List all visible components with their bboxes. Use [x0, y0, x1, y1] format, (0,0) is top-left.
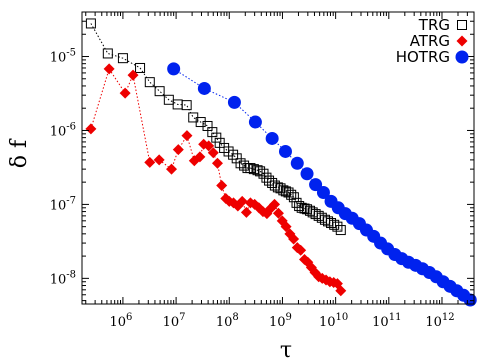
- point-trg-0: [85, 18, 96, 29]
- point-atrg-0: [85, 123, 97, 135]
- point-atrg-7: [172, 144, 184, 156]
- point-trg-22: [245, 163, 256, 174]
- x-tick-label-0: 106: [109, 312, 132, 330]
- point-atrg-2: [119, 87, 131, 99]
- point-hotrg-6: [290, 156, 304, 170]
- point-atrg-20: [236, 195, 248, 207]
- y-tick-label-1: 10-7: [50, 195, 76, 213]
- point-hotrg-0: [167, 62, 181, 76]
- point-atrg-3: [127, 69, 139, 81]
- point-trg-36: [286, 189, 297, 200]
- point-trg-1: [102, 48, 113, 59]
- y-tick-label-2: 10-6: [50, 121, 76, 139]
- legend-label-trg: TRG: [418, 16, 450, 34]
- point-atrg-6: [166, 163, 178, 175]
- point-atrg-8: [181, 130, 193, 142]
- point-hotrg-2: [227, 95, 241, 109]
- x-tick-label-5: 1011: [372, 312, 401, 330]
- series-line-trg: [90, 23, 342, 231]
- legend-marker-trg: [457, 20, 467, 30]
- x-tick-label-4: 1010: [319, 312, 348, 330]
- point-trg-23: [248, 164, 259, 175]
- point-trg-37: [288, 192, 299, 203]
- point-trg-3: [135, 62, 146, 73]
- x-tick-label-2: 108: [216, 312, 239, 330]
- legend-marker-atrg: [456, 35, 468, 47]
- point-atrg-28: [269, 198, 281, 210]
- point-trg-20: [239, 160, 250, 171]
- legend-label-hotrg: HOTRG: [396, 48, 450, 66]
- point-atrg-35: [295, 244, 307, 256]
- point-trg-44: [307, 207, 318, 218]
- point-trg-46: [313, 210, 324, 221]
- point-trg-51: [329, 219, 340, 230]
- point-trg-52: [332, 221, 343, 232]
- point-atrg-5: [153, 154, 165, 166]
- point-trg-24: [252, 165, 263, 176]
- point-atrg-10: [194, 151, 206, 163]
- point-atrg-29: [272, 207, 284, 219]
- point-atrg-33: [288, 233, 300, 245]
- point-trg-17: [228, 149, 239, 160]
- legend-label-atrg: ATRG: [410, 32, 450, 50]
- x-tick-label-1: 107: [163, 312, 186, 330]
- x-axis-label: τ: [280, 338, 292, 362]
- series-trg: [85, 18, 346, 236]
- point-trg-8: [181, 100, 192, 111]
- plot-frame: [81, 11, 475, 305]
- ticks-layer: 106 107 108 109 1010 1011 1012 10-8 10-7 10-6 10-5: [50, 11, 475, 330]
- point-trg-10: [195, 117, 206, 128]
- point-atrg-46: [335, 285, 347, 297]
- series-layer: [85, 18, 477, 307]
- point-trg-39: [294, 201, 305, 212]
- point-trg-47: [316, 212, 327, 223]
- point-trg-12: [207, 127, 218, 138]
- point-hotrg-3: [248, 115, 262, 129]
- x-tick-label-3: 109: [269, 312, 292, 330]
- y-axis-label: δ f: [7, 138, 32, 168]
- point-trg-50: [326, 218, 337, 229]
- point-trg-49: [323, 216, 334, 227]
- point-trg-5: [154, 86, 165, 97]
- x-tick-label-6: 1012: [425, 312, 454, 330]
- point-trg-41: [299, 203, 310, 214]
- point-hotrg-5: [278, 144, 292, 158]
- point-trg-53: [335, 225, 346, 236]
- point-trg-48: [319, 214, 330, 225]
- point-hotrg-7: [300, 167, 314, 181]
- y-tick-label-3: 10-5: [50, 48, 76, 66]
- point-hotrg-4: [265, 131, 279, 145]
- point-hotrg-30: [463, 293, 477, 307]
- point-trg-26: [258, 168, 269, 179]
- y-tick-label-0: 10-8: [50, 269, 76, 287]
- point-trg-45: [310, 209, 321, 220]
- point-trg-27: [261, 172, 272, 183]
- point-atrg-13: [207, 147, 219, 159]
- point-atrg-4: [144, 156, 156, 168]
- point-trg-34: [280, 186, 291, 197]
- point-trg-43: [305, 205, 316, 216]
- legend-marker-hotrg: [455, 50, 469, 64]
- point-atrg-1: [103, 63, 115, 75]
- point-trg-2: [117, 53, 128, 64]
- point-trg-4: [144, 77, 155, 88]
- point-atrg-15: [216, 180, 228, 192]
- point-atrg-12: [203, 140, 215, 152]
- series-atrg: [85, 63, 347, 297]
- point-atrg-21: [240, 206, 252, 218]
- point-trg-13: [211, 132, 222, 143]
- point-trg-25: [255, 166, 266, 177]
- point-hotrg-9: [316, 185, 330, 199]
- series-hotrg: [167, 62, 477, 307]
- point-hotrg-1: [197, 81, 211, 95]
- point-atrg-14: [211, 157, 223, 169]
- point-trg-40: [296, 202, 307, 213]
